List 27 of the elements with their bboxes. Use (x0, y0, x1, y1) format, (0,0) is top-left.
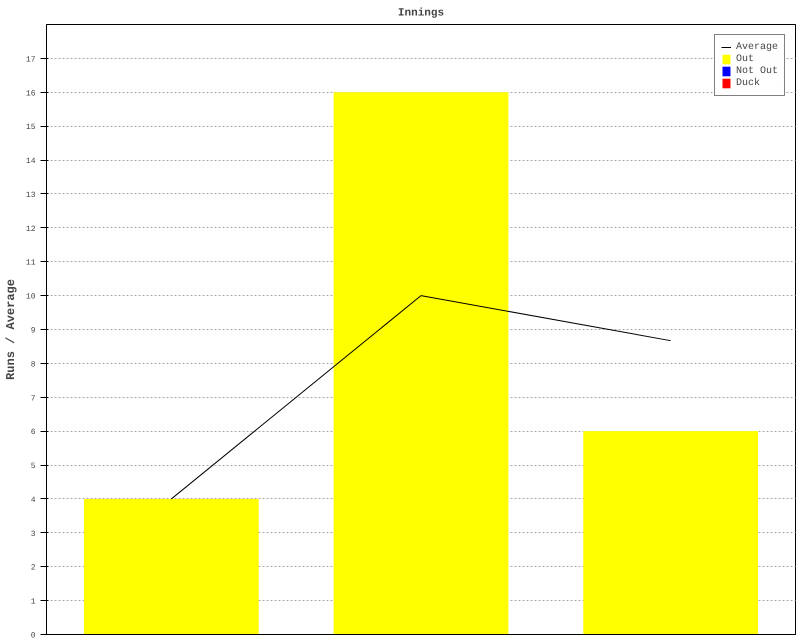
bar (334, 92, 508, 634)
y-tick-label: 9 (30, 326, 36, 336)
y-tick-label: 10 (26, 292, 36, 302)
y-tick-label: 8 (30, 360, 36, 370)
y-tick-label: 16 (26, 89, 36, 98)
y-tick-label: 7 (30, 394, 36, 404)
legend-label: Not Out (736, 66, 778, 76)
y-tick-label: 15 (26, 123, 36, 132)
bar (84, 498, 259, 634)
y-tick-label: 0 (30, 632, 36, 640)
legend-label: Duck (736, 78, 760, 88)
y-tick-label: 14 (26, 157, 36, 166)
y-tick-label: 2 (30, 564, 36, 573)
y-tick-label: 3 (30, 530, 36, 539)
chart-title: Innings (398, 8, 444, 20)
y-tick-label: 1 (30, 598, 36, 607)
bar (583, 431, 758, 634)
y-tick-label: 11 (26, 258, 36, 268)
legend-label: Average (736, 42, 778, 52)
y-axis-title: Runs / Average (4, 279, 18, 380)
y-tick-label: 4 (30, 496, 36, 505)
legend-label: Out (736, 54, 755, 64)
y-tick-label: 5 (30, 462, 36, 472)
y-tick-label: 12 (26, 224, 36, 234)
y-tick-label: 17 (26, 55, 36, 64)
y-tick-label: 13 (26, 190, 36, 200)
y-tick-label: 6 (30, 428, 36, 438)
